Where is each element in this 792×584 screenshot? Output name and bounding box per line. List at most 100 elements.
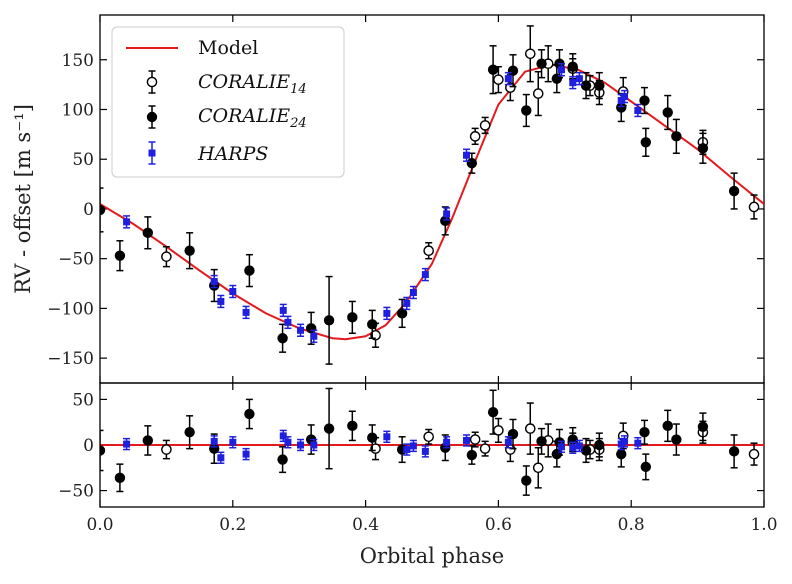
point-harps-15	[504, 75, 512, 83]
x-tick-label-4: 0.8	[618, 515, 645, 535]
residual-coralie24-18	[551, 448, 563, 460]
point-coralie24-29	[728, 185, 740, 197]
y-axis-label: RV - offset [m s⁻¹]	[11, 104, 35, 294]
residual-coralie14-4	[479, 443, 491, 454]
point-coralie24-23	[616, 102, 627, 113]
legend-harps-swatch	[148, 141, 156, 165]
residual-coralie24-26	[662, 420, 673, 432]
residual-harps-3	[229, 438, 237, 446]
residual-panel: −50 0 50	[58, 382, 765, 508]
point-coralie14-2	[423, 245, 434, 257]
residual-coralie24-14	[487, 406, 499, 418]
legend-coralie24-sub: 24	[289, 116, 307, 131]
residual-points-layer	[100, 387, 760, 496]
x-tick-label-1: 0.2	[219, 515, 246, 535]
point-harps-2	[217, 297, 225, 305]
point-coralie24-1	[114, 250, 126, 261]
residual-harps-20	[621, 437, 629, 445]
x-tick-label-2: 0.4	[352, 515, 379, 535]
residual-coralie24-23	[616, 448, 627, 460]
residual-harps-5	[279, 432, 287, 440]
residual-coralie24-21	[580, 445, 592, 456]
point-coralie24-25	[640, 137, 652, 148]
residual-coralie24-3	[184, 427, 195, 438]
legend-coralie14-name: CORALIE	[198, 71, 290, 93]
legend-coralie14-swatch	[146, 70, 158, 94]
point-coralie24-28	[697, 143, 709, 154]
residual-harps-11	[409, 442, 417, 450]
residual-harps-9	[383, 433, 391, 441]
point-coralie24-12	[440, 215, 451, 227]
residual-coralie24-25	[640, 461, 652, 473]
point-coralie24-8	[323, 315, 335, 326]
point-harps-7	[297, 326, 305, 334]
y-tick-label-rv-3: 0	[83, 200, 94, 220]
point-coralie14-8	[532, 88, 544, 99]
residual-harps-6	[284, 438, 292, 446]
point-coralie24-11	[396, 308, 408, 319]
residual-coralie14-15	[748, 448, 760, 460]
x-axis-ticks: 0.0 0.2 0.4 0.6 0.8 1.0	[86, 15, 778, 535]
residual-coralie14-0	[161, 444, 172, 455]
y-tick-label-residuals-2: 50	[72, 390, 94, 410]
point-harps-10	[403, 299, 411, 307]
legend-coralie24-label: CORALIE24	[198, 105, 307, 131]
point-harps-9	[383, 309, 391, 317]
point-coralie24-13	[466, 157, 478, 169]
point-coralie24-15	[507, 65, 519, 76]
point-harps-5	[279, 306, 287, 314]
residual-coralie24-16	[521, 475, 532, 486]
residual-coralie14-3	[469, 434, 481, 445]
rv-points-layer	[100, 25, 760, 365]
residual-harps-7	[297, 441, 305, 449]
lg-c14-marker	[146, 76, 158, 88]
point-harps-1	[210, 278, 218, 286]
point-coralie24-5	[244, 265, 255, 276]
point-harps-14	[463, 151, 471, 159]
residual-harps-17	[569, 444, 577, 452]
lg-c24-marker	[146, 111, 158, 123]
residual-coralie24-6	[277, 454, 288, 465]
point-coralie24-17	[536, 58, 547, 69]
legend-coralie14-sub: 14	[290, 82, 307, 97]
legend: Model CORALIE14 CORALIE24 HARPS	[111, 26, 345, 178]
point-coralie24-2	[142, 227, 154, 239]
residual-coralie24-2	[142, 435, 154, 446]
legend-coralie14-label: CORALIE14	[198, 71, 307, 97]
residual-harps-4	[242, 450, 250, 458]
point-coralie24-24	[639, 95, 650, 106]
point-harps-17	[569, 79, 577, 87]
point-harps-20	[621, 93, 629, 101]
residual-coralie24-1	[114, 472, 126, 484]
x-tick-label-0: 0.0	[86, 515, 113, 535]
point-harps-4	[242, 308, 250, 316]
point-coralie14-7	[524, 48, 536, 60]
residual-coralie24-28	[697, 421, 709, 432]
point-harps-8	[310, 332, 318, 340]
point-coralie24-14	[487, 64, 499, 75]
point-coralie24-3	[184, 245, 195, 256]
point-coralie14-15	[748, 201, 760, 213]
point-coralie24-0	[100, 204, 106, 216]
residual-coralie24-10	[367, 432, 378, 443]
point-harps-12	[421, 271, 429, 279]
y-tick-label-residuals-1: 0	[83, 436, 94, 456]
y-tick-label-rv-2: −50	[58, 250, 94, 270]
point-coralie24-20	[567, 61, 578, 72]
residual-coralie24-4	[209, 443, 220, 454]
point-coralie14-0	[161, 251, 172, 262]
point-harps-6	[284, 318, 292, 326]
residual-coralie24-24	[639, 427, 650, 438]
point-coralie14-3	[469, 131, 481, 142]
point-harps-0	[123, 218, 131, 226]
x-tick-label-3: 0.6	[485, 515, 512, 535]
residual-coralie24-8	[323, 423, 335, 434]
point-harps-13	[443, 210, 451, 218]
y-tick-label-rv-1: −100	[47, 299, 94, 319]
residual-coralie24-5	[244, 408, 255, 420]
residual-harps-2	[217, 454, 225, 462]
legend-coralie24-name: CORALIE	[198, 105, 290, 127]
point-coralie24-27	[671, 131, 682, 142]
residual-harps-15	[504, 438, 512, 446]
